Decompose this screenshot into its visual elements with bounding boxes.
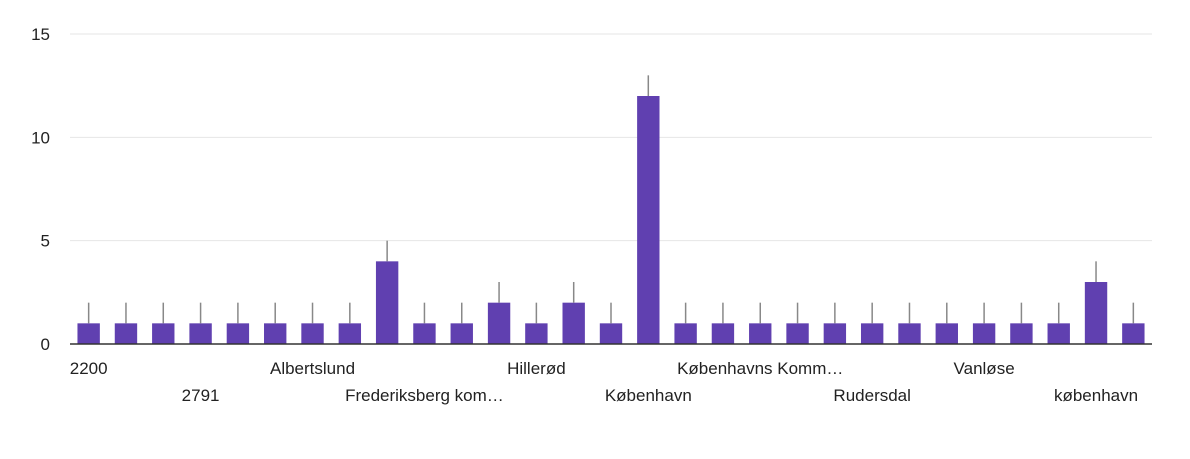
bar bbox=[860, 323, 884, 344]
y-tick-labels: 0 5 10 15 bbox=[31, 25, 50, 354]
bar bbox=[972, 323, 996, 344]
grid-lines bbox=[70, 33, 1152, 242]
y-tick-label: 5 bbox=[41, 232, 50, 251]
bar bbox=[525, 323, 548, 344]
bar bbox=[487, 302, 511, 344]
bar bbox=[1010, 323, 1033, 344]
error-bars bbox=[87, 75, 1135, 324]
bar bbox=[823, 323, 847, 344]
bars bbox=[77, 96, 1145, 344]
bar bbox=[1122, 323, 1145, 344]
x-tick-label: Rudersdal bbox=[833, 386, 911, 405]
bar bbox=[898, 323, 921, 344]
bar bbox=[1084, 282, 1108, 344]
bar bbox=[637, 96, 660, 344]
bar bbox=[711, 323, 735, 344]
bar bbox=[114, 323, 138, 344]
bar bbox=[674, 323, 697, 344]
y-tick-label: 15 bbox=[31, 25, 50, 44]
bar bbox=[749, 323, 772, 344]
bar bbox=[1047, 323, 1070, 344]
bar bbox=[562, 302, 585, 344]
x-tick-label: Københavns Komm… bbox=[677, 359, 843, 378]
x-tick-label: 2200 bbox=[70, 359, 108, 378]
bar bbox=[152, 323, 175, 344]
bar bbox=[301, 323, 324, 344]
bar bbox=[450, 323, 473, 344]
bar bbox=[599, 323, 623, 344]
bar bbox=[375, 261, 399, 344]
x-tick-label: København bbox=[605, 386, 692, 405]
bar bbox=[786, 323, 809, 344]
bar bbox=[413, 323, 436, 344]
y-tick-label: 0 bbox=[41, 335, 50, 354]
bar bbox=[338, 323, 362, 344]
x-tick-label: Vanløse bbox=[954, 359, 1015, 378]
x-tick-label: Hillerød bbox=[507, 359, 566, 378]
x-tick-label: københavn bbox=[1054, 386, 1138, 405]
bar bbox=[189, 323, 212, 344]
bar bbox=[226, 323, 250, 344]
x-tick-label: Frederiksberg kom… bbox=[345, 386, 504, 405]
bar bbox=[264, 323, 287, 344]
bar bbox=[77, 323, 100, 344]
x-tick-label: Albertslund bbox=[270, 359, 355, 378]
x-tick-label: 2791 bbox=[182, 386, 220, 405]
y-tick-label: 10 bbox=[31, 128, 50, 147]
bar bbox=[935, 323, 958, 344]
x-tick-labels: 2200 2791 Albertslund Frederiksberg kom…Hil… bbox=[70, 359, 1138, 405]
